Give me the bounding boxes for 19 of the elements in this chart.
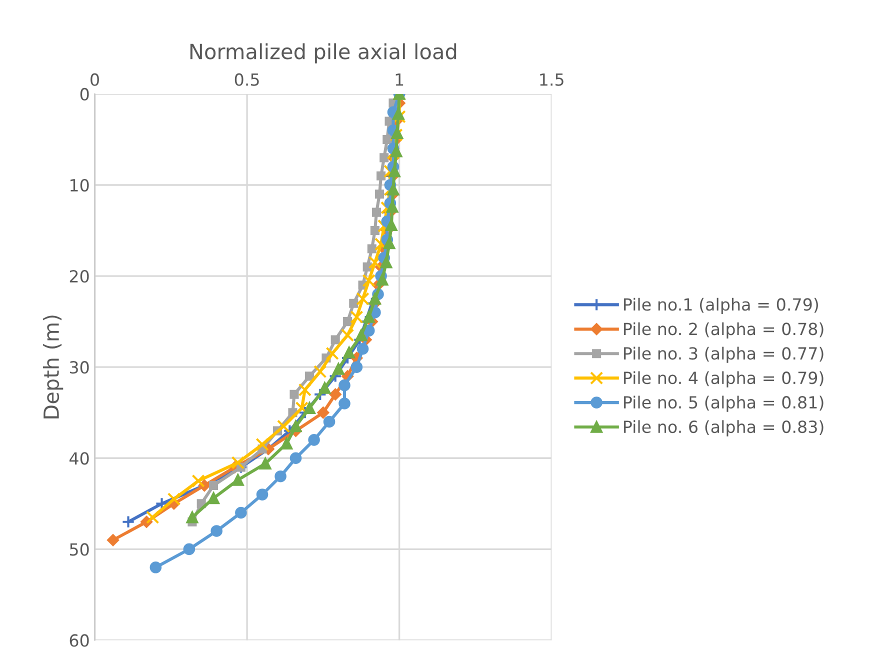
y-tick-label: 20	[70, 270, 89, 283]
y-tick-label: 10	[70, 178, 89, 192]
legend-label: Pile no. 5 (alpha = 0.81)	[624, 396, 824, 412]
legend-label: Pile no. 6 (alpha = 0.83)	[624, 420, 824, 436]
x-tick-label: 1.5	[540, 73, 564, 86]
y-tick-label: 50	[70, 543, 89, 556]
legend-label: Pile no. 4 (alpha = 0.79)	[624, 371, 824, 388]
x-axis-title: Normalized pile axial load	[190, 43, 456, 64]
legend-label: Pile no. 2 (alpha = 0.78)	[624, 322, 824, 338]
legend-label: Pile no. 3 (alpha = 0.77)	[624, 346, 824, 363]
x-tick-label: 0.5	[234, 73, 259, 86]
x-tick-label: 1	[396, 73, 404, 86]
legend-label: Pile no.1 (alpha = 0.79)	[624, 298, 818, 314]
y-tick-label: 30	[70, 361, 89, 374]
y-axis-title: Depth (m)	[42, 316, 64, 418]
x-tick-label: 0	[90, 73, 99, 86]
y-tick-label: 0	[80, 88, 89, 101]
y-tick-label: 60	[70, 634, 89, 647]
y-tick-label: 40	[70, 452, 89, 465]
